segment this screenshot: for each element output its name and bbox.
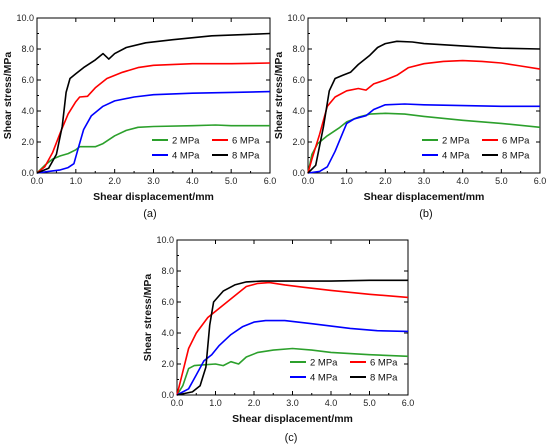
legend-label: 4 MPa [442, 151, 470, 162]
x-tick-label: 3.0 [286, 398, 299, 408]
x-tick-label: 5.0 [495, 176, 508, 186]
legend-label: 8 MPa [370, 373, 398, 384]
y-tick-label: 10.0 [287, 13, 305, 23]
y-tick-label: 6.0 [292, 75, 305, 85]
x-tick-label: 6.0 [264, 176, 277, 186]
x-tick-label: 2.0 [248, 398, 261, 408]
x-axis-title: Shear displacement/mm [232, 413, 353, 425]
x-tick-label: 4.0 [325, 398, 338, 408]
y-tick-label: 10.0 [156, 235, 174, 245]
legend-label: 6 MPa [502, 136, 530, 147]
legend-label: 8 MPa [502, 151, 530, 162]
x-tick-label: 3.0 [147, 176, 160, 186]
x-tick-label: 6.0 [402, 398, 415, 408]
legend-label: 2 MPa [310, 358, 338, 369]
series-line-6-mpa [176, 281, 409, 396]
y-tick-label: 0.0 [161, 390, 174, 400]
y-tick-label: 0.0 [292, 168, 305, 178]
x-axis-title: Shear displacement/mm [364, 191, 485, 203]
series-line-8-mpa [307, 40, 541, 174]
y-tick-label: 2.0 [161, 359, 174, 369]
legend-label: 6 MPa [232, 136, 260, 147]
legend-label: 8 MPa [232, 151, 260, 162]
panel-caption: (b) [419, 208, 432, 220]
y-axis-title: Shear stress/MPa [2, 52, 14, 140]
x-tick-label: 2.0 [379, 176, 392, 186]
y-tick-label: 6.0 [21, 75, 34, 85]
legend-label: 2 MPa [442, 136, 470, 147]
x-tick-label: 0.0 [302, 176, 315, 186]
chart-panel-1: 0.0 1.0 2.0 3.0 4.0 5.0 6.0 0.0 2.0 4.0 6.0 8.0 10.0… [2, 13, 276, 220]
y-tick-label: 6.0 [161, 297, 174, 307]
series-line-4-mpa [307, 103, 540, 174]
x-tick-label: 4.0 [186, 176, 199, 186]
chart-panel-3: 0.0 1.0 2.0 3.0 4.0 5.0 6.0 0.0 2.0 4.0 6.0 8.0 10.0… [142, 235, 414, 444]
x-axis-title: Shear displacement/mm [93, 191, 214, 203]
x-tick-label: 1.0 [70, 176, 83, 186]
y-tick-label: 8.0 [161, 266, 174, 276]
panel-caption: (a) [143, 208, 156, 220]
x-tick-label: 5.0 [225, 176, 238, 186]
x-tick-label: 2.0 [108, 176, 121, 186]
y-tick-label: 10.0 [16, 13, 34, 23]
series-line-4-mpa [176, 319, 409, 396]
series-line-4-mpa [36, 90, 271, 174]
y-tick-label: 8.0 [21, 44, 34, 54]
series-line-6-mpa [36, 62, 271, 174]
legend-label: 2 MPa [172, 136, 200, 147]
x-tick-label: 1.0 [209, 398, 222, 408]
y-tick-label: 2.0 [292, 137, 305, 147]
y-axis-title: Shear stress/MPa [142, 274, 154, 362]
y-axis-title: Shear stress/MPa [273, 52, 285, 140]
x-tick-label: 5.0 [363, 398, 376, 408]
legend-label: 6 MPa [370, 358, 398, 369]
x-tick-label: 4.0 [456, 176, 469, 186]
chart-panel-2: 0.0 1.0 2.0 3.0 4.0 5.0 6.0 0.0 2.0 4.0 6.0 8.0 10.0… [273, 13, 546, 220]
y-tick-label: 8.0 [292, 44, 305, 54]
y-tick-label: 2.0 [21, 137, 34, 147]
x-tick-label: 0.0 [171, 398, 184, 408]
legend-label: 4 MPa [172, 151, 200, 162]
series-line-8-mpa [176, 279, 408, 396]
x-tick-label: 3.0 [418, 176, 431, 186]
legend-label: 4 MPa [310, 373, 338, 384]
x-tick-label: 6.0 [534, 176, 547, 186]
x-tick-label: 0.0 [31, 176, 44, 186]
y-tick-label: 0.0 [21, 168, 34, 178]
series-line-2-mpa [36, 124, 270, 174]
x-tick-label: 1.0 [340, 176, 353, 186]
series-line-8-mpa [36, 32, 271, 174]
y-tick-label: 4.0 [21, 106, 34, 116]
panel-caption: (c) [285, 432, 298, 444]
series-line-2-mpa [176, 347, 409, 396]
y-tick-label: 4.0 [292, 106, 305, 116]
y-tick-label: 4.0 [161, 328, 174, 338]
